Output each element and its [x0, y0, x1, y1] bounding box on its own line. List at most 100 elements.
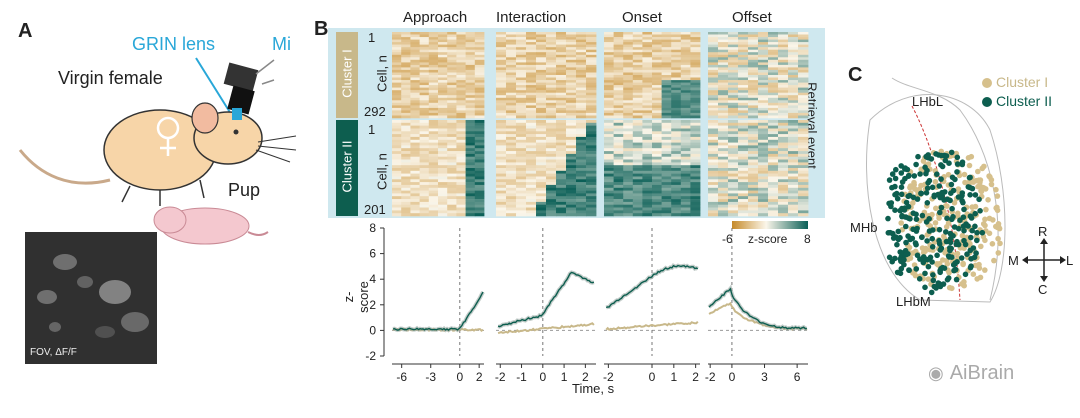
cluster1-neuron: [993, 186, 999, 193]
x-tick-label: -2: [603, 370, 614, 384]
cluster2-neuron: [901, 257, 907, 263]
cluster2-neuron: [959, 161, 966, 168]
zscore-plot-4: -2 0 3 6: [705, 228, 808, 384]
panel-c-label: C: [848, 64, 863, 86]
cluster1-last: 292: [364, 104, 386, 119]
x-axis-label: Time, s: [572, 381, 615, 396]
y-tick-label-5: -2: [365, 349, 376, 363]
zscore-plot-3: -2 0 1 2: [603, 228, 700, 384]
x-tick-label: 2: [582, 370, 589, 384]
cluster2-neuron: [886, 177, 893, 183]
cluster1-neuron: [944, 203, 950, 209]
cluster2-neuron: [964, 251, 970, 257]
y-tick-label-1: 6: [369, 247, 376, 261]
cluster2-neuron: [958, 255, 965, 261]
y-tick-label-3: 2: [369, 298, 376, 312]
mouse-illustration: [18, 57, 297, 245]
dir-m: M: [1008, 253, 1019, 268]
cluster1-neuron: [907, 184, 913, 191]
cluster2-neuron: [954, 169, 960, 175]
cluster1-neuron: [973, 177, 980, 184]
cluster1-first: 1: [368, 30, 376, 45]
cluster2-neuron: [936, 226, 943, 233]
cluster2-neuron: [906, 267, 912, 273]
cluster2-neuron: [910, 210, 917, 216]
cluster2-neuron: [944, 276, 951, 283]
cluster2-neuron: [937, 209, 943, 216]
x-tick-label: 1: [561, 370, 568, 384]
cluster2-neuron: [902, 166, 909, 172]
cluster1-neuron: [994, 193, 1001, 199]
cluster1-neuron: [951, 200, 958, 206]
cluster2-neuron: [911, 173, 918, 179]
cluster1-neuron: [975, 168, 981, 175]
cluster2-neuron: [961, 237, 967, 244]
wechat-icon: ◉: [928, 363, 944, 383]
cluster2-neuron: [937, 267, 943, 274]
cluster2-trace-sem: [392, 291, 485, 333]
cluster2-neuron: [976, 196, 982, 203]
fov-texture: [25, 232, 157, 364]
cluster2-neuron: [921, 255, 928, 262]
colorbar-min: -6: [722, 232, 733, 246]
cluster2-neuron: [968, 256, 974, 262]
cluster2-neuron: [939, 189, 945, 196]
cluster1-neuron: [978, 188, 985, 195]
cluster2-neuron: [951, 224, 958, 230]
colorbar: [732, 221, 808, 229]
cluster2-neuron: [909, 235, 916, 242]
cluster1-neuron: [946, 284, 953, 291]
cluster1-neuron: [977, 177, 984, 183]
y-axis-label: z-score: [341, 281, 371, 313]
cluster1-neuron: [935, 262, 941, 268]
cluster2-neuron: [886, 254, 893, 261]
cluster2-neuron: [922, 164, 928, 171]
cluster2-neuron: [947, 245, 953, 251]
cluster1-neuron: [990, 217, 996, 223]
panel-a-label: A: [18, 20, 33, 42]
cluster2-neuron: [950, 233, 956, 239]
cluster2-neuron: [903, 239, 909, 246]
compass-icon: [1022, 238, 1066, 282]
cluster2-neuron: [922, 284, 928, 291]
cluster2-neuron: [929, 235, 935, 242]
cluster1-neuron: [980, 221, 987, 227]
cluster2-neuron: [885, 215, 891, 222]
heatmap-panel-2-cluster-1: [496, 32, 597, 119]
cluster2-neuron: [954, 154, 961, 161]
cluster1-band: Cluster I: [336, 32, 358, 118]
cluster2-neuron: [948, 149, 955, 156]
cluster1-neuron: [911, 179, 917, 186]
cluster2-neuron: [955, 194, 962, 200]
column-title-interaction: Interaction: [496, 9, 567, 26]
cluster2-neuron: [931, 192, 938, 199]
heatmap-panel-3-cluster-2: [604, 120, 701, 217]
cluster2-neuron: [906, 192, 913, 199]
cluster2-last: 201: [364, 202, 386, 217]
cluster2-neuron: [966, 174, 973, 181]
cluster2-neuron: [898, 184, 905, 190]
cluster2-neuron: [889, 171, 896, 177]
cluster2-neuron: [918, 190, 924, 197]
cluster2-band: Cluster II: [336, 120, 358, 216]
dir-c: C: [1038, 282, 1048, 297]
cluster1-neuron: [985, 197, 991, 203]
cluster2-neuron: [927, 254, 934, 261]
habenula-map: [866, 77, 1006, 303]
cluster1-neuron: [983, 206, 989, 213]
cluster1-neuron: [965, 155, 972, 161]
x-tick-label: -2: [705, 370, 716, 384]
cluster1-neuron: [988, 181, 995, 188]
microscope-label: Mi: [272, 34, 291, 54]
cluster2-trace: [708, 287, 807, 330]
x-tick-label: 0: [729, 370, 736, 384]
legend-cluster1: Cluster I: [996, 74, 1049, 90]
cluster2-trace: [605, 264, 699, 309]
cluster2-neuron: [943, 153, 950, 159]
x-tick-label: -3: [425, 370, 436, 384]
heatmap-cells: [392, 32, 809, 217]
cluster2-neuron: [937, 247, 944, 253]
heatmap-panel-1-cluster-2: [392, 120, 485, 217]
cluster1-neuron: [941, 233, 947, 240]
